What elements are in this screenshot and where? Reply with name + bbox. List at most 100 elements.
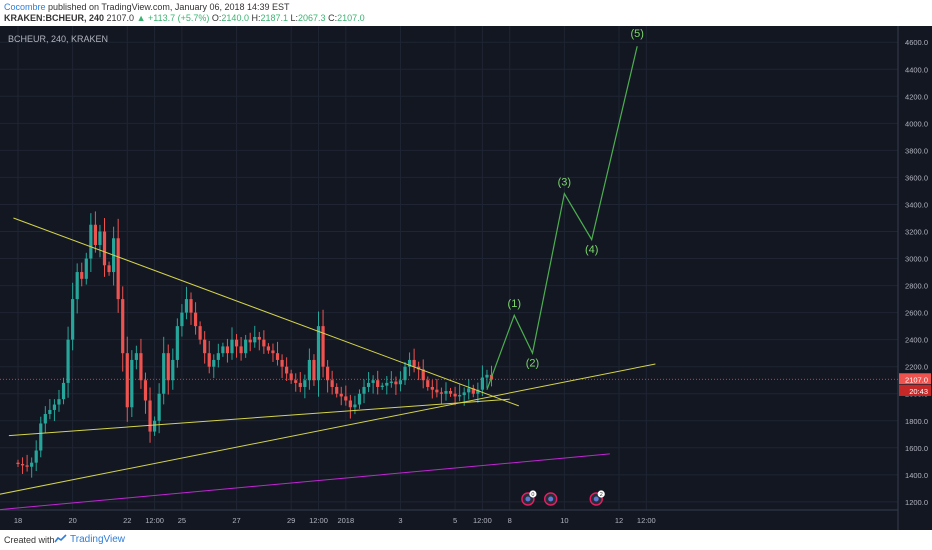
candle-body — [98, 231, 102, 246]
x-tick-label: 20 — [68, 516, 76, 525]
candle-body — [357, 393, 362, 405]
symbol-title: KRAKEN:BCHEUR, 240 — [4, 13, 105, 23]
candle-body — [385, 382, 389, 386]
candle-body — [398, 380, 403, 385]
y-tick-label: 1400.0 — [905, 471, 928, 480]
chart-background — [0, 26, 932, 530]
candle-body — [93, 224, 98, 246]
candle-body — [166, 353, 170, 381]
purple-trendline[interactable] — [0, 453, 610, 511]
candle-body — [221, 346, 225, 354]
price-tag — [899, 384, 931, 396]
candle-body — [316, 326, 321, 381]
y-tick-label: 3000.0 — [905, 255, 928, 264]
candle-body — [371, 380, 375, 383]
elliott-wave-path[interactable] — [486, 46, 638, 390]
candle-body — [394, 381, 398, 385]
event-badge-count: 0 — [531, 492, 534, 498]
candle-body — [262, 339, 266, 347]
y-tick-label: 3600.0 — [905, 173, 928, 182]
candle-body — [234, 339, 239, 347]
candle-body — [107, 265, 111, 273]
event-marker-core — [525, 496, 531, 502]
candle-body — [162, 353, 166, 394]
last-price: 2107.0 — [106, 13, 135, 23]
open-label: O: — [211, 13, 222, 23]
candle-body — [203, 339, 207, 354]
author-link[interactable]: Cocombre — [4, 2, 46, 12]
event-marker-core — [593, 496, 599, 502]
candle-body — [193, 312, 198, 327]
y-tick-label: 2200.0 — [905, 363, 928, 372]
candle-body — [462, 392, 466, 396]
wave-label: (1) — [508, 298, 521, 310]
x-tick-label: 18 — [14, 516, 22, 525]
price-chart[interactable]: 1200.01400.01600.01800.02000.02200.02400… — [0, 26, 932, 530]
price-tag-label: 20:43 — [909, 387, 928, 396]
candle-body — [189, 299, 193, 313]
candle-body — [271, 350, 275, 354]
candle-body — [39, 423, 43, 451]
candle-body — [480, 377, 485, 390]
candle-body — [389, 381, 393, 383]
y-tick-label: 3800.0 — [905, 146, 928, 155]
y-tick-label: 3200.0 — [905, 227, 928, 236]
candle-body — [307, 359, 311, 381]
x-tick-label: 5 — [453, 516, 457, 525]
x-tick-label: 12:00 — [309, 516, 328, 525]
x-tick-label: 12 — [615, 516, 623, 525]
y-tick-label: 2600.0 — [905, 309, 928, 318]
candle-body — [152, 420, 157, 432]
y-tick-label: 4000.0 — [905, 119, 928, 128]
candle-body — [275, 353, 280, 360]
candle-body — [225, 346, 230, 354]
candle-body — [280, 359, 284, 367]
candle-body — [380, 385, 384, 387]
candle-body — [230, 339, 234, 354]
candle-body — [48, 409, 52, 415]
y-tick-label: 4400.0 — [905, 65, 928, 74]
candle-body — [444, 391, 448, 394]
y-tick-label: 4600.0 — [905, 38, 928, 47]
candle-body — [412, 359, 416, 367]
candle-body — [57, 399, 61, 405]
tradingview-brand-link[interactable]: TradingView — [70, 534, 126, 545]
candle-body — [130, 359, 134, 408]
candle-body — [175, 326, 179, 360]
chart-area[interactable]: 1200.01400.01600.01800.02000.02200.02400… — [0, 26, 932, 530]
candle-body — [294, 380, 298, 383]
candle-body — [417, 366, 421, 370]
x-tick-label: 3 — [398, 516, 402, 525]
candle-body — [75, 272, 79, 300]
candle-body — [312, 359, 316, 381]
x-tick-label: 29 — [287, 516, 295, 525]
trendline-support[interactable] — [0, 363, 656, 495]
candle-body — [426, 380, 430, 387]
candle-body — [339, 393, 343, 397]
candle-body — [20, 464, 25, 466]
candle-body — [376, 380, 380, 387]
price-change: +113.7 (+5.7%) — [148, 13, 210, 23]
y-tick-label: 3400.0 — [905, 200, 928, 209]
candle-body — [362, 386, 366, 394]
candle-body — [139, 353, 143, 381]
candle-body — [121, 299, 125, 354]
close-label: C: — [328, 13, 338, 23]
y-tick-label: 1800.0 — [905, 417, 928, 426]
candle-body — [52, 404, 57, 410]
x-tick-label: 8 — [508, 516, 512, 525]
candle-body — [148, 400, 152, 432]
published-text: published on TradingView.com, January 06… — [45, 2, 290, 12]
candle-body — [184, 299, 189, 313]
candle-body — [43, 414, 47, 424]
x-tick-label: 2018 — [337, 516, 354, 525]
candle-body — [453, 393, 457, 397]
event-badge — [529, 490, 537, 498]
candle-body — [157, 393, 161, 421]
candle-body — [321, 326, 325, 367]
event-badge — [597, 490, 605, 498]
candle-body — [471, 388, 475, 394]
publish-header: Cocombre published on TradingView.com, J… — [0, 0, 932, 26]
trendline-lower[interactable] — [8, 398, 510, 437]
trendline-upper[interactable] — [13, 217, 520, 407]
